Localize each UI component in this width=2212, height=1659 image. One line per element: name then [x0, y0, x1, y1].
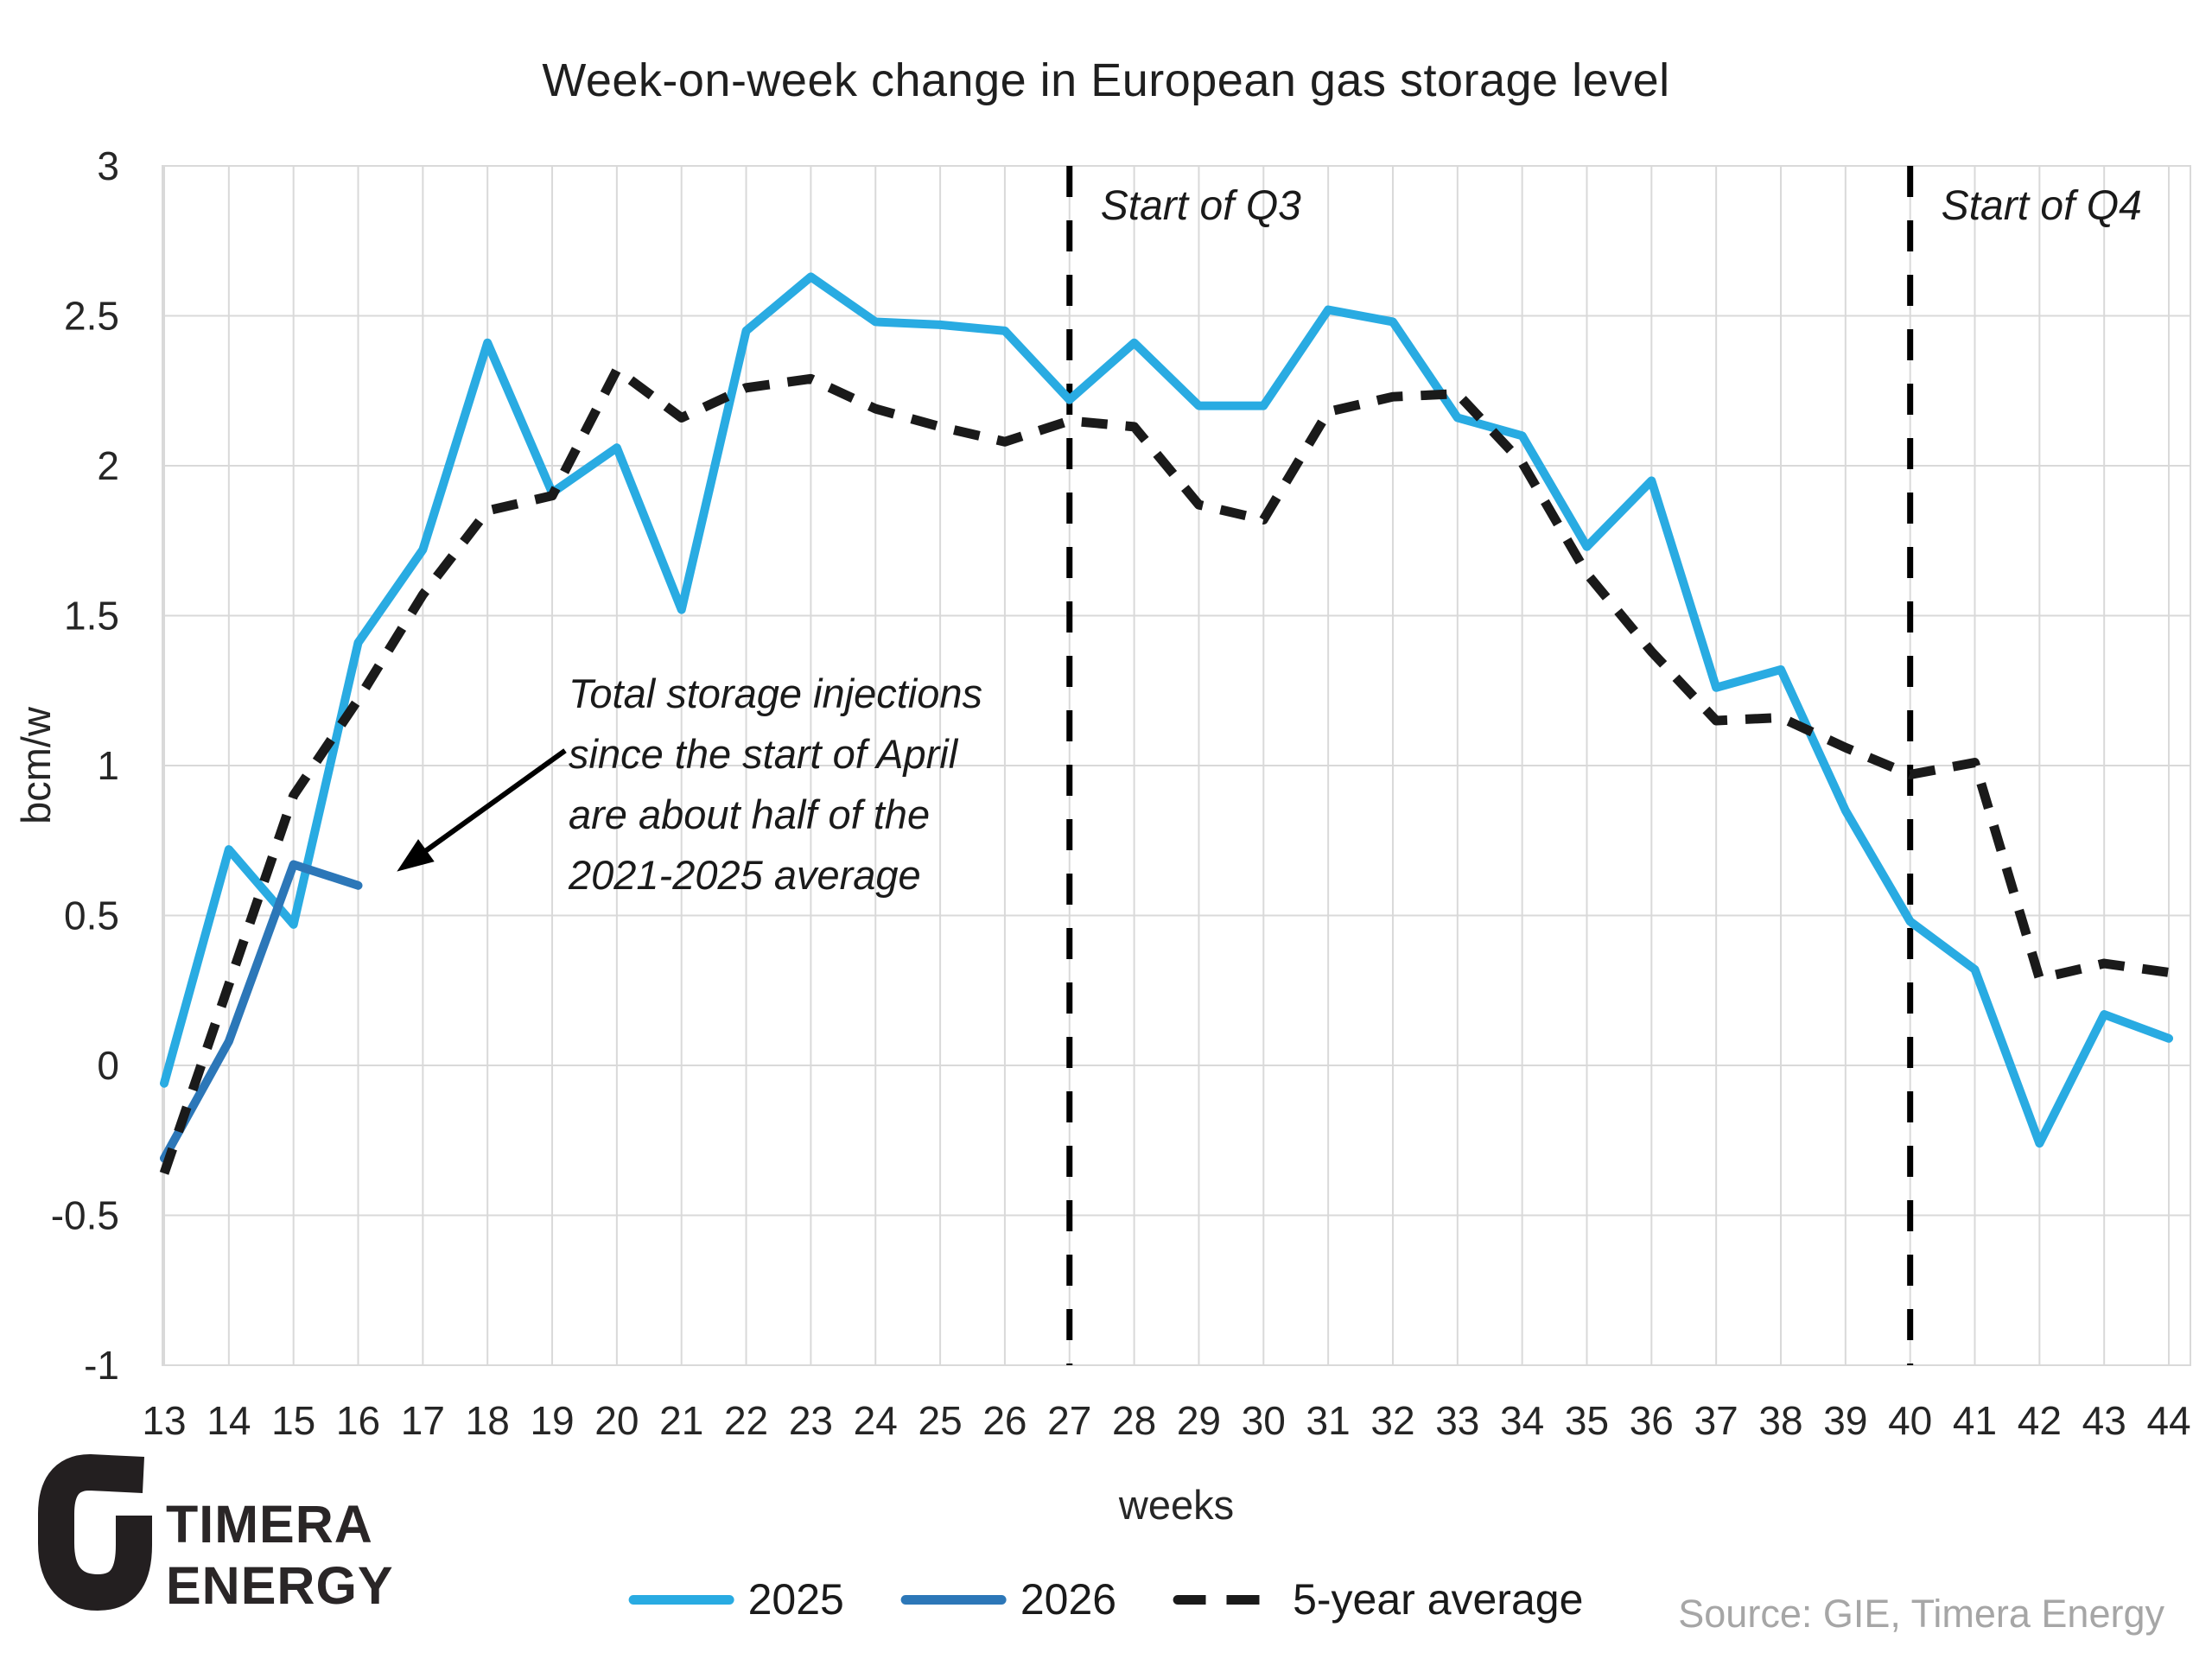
x-axis-tick-label: 43	[2082, 1398, 2126, 1443]
y-axis-tick-label: 1.5	[64, 594, 119, 639]
legend-label-2026: 2026	[1020, 1575, 1117, 1624]
x-axis-tick-label: 31	[1306, 1398, 1351, 1443]
x-axis-tick-label: 34	[1500, 1398, 1544, 1443]
x-axis-tick-label: 44	[2146, 1398, 2190, 1443]
x-axis-tick-label: 13	[142, 1398, 186, 1443]
x-axis-tick-label: 16	[336, 1398, 380, 1443]
timera-energy-logo: TIMERA ENERGY	[36, 1452, 468, 1629]
x-axis-title: weeks	[1118, 1482, 1234, 1528]
x-axis-tick-label: 39	[1823, 1398, 1867, 1443]
legend-item-2025: 2025	[628, 1574, 844, 1624]
series-line-5-year-average	[159, 365, 2170, 1175]
x-axis-tick-label: 14	[207, 1398, 251, 1443]
logo-text-line1: TIMERA	[166, 1495, 373, 1554]
x-axis-tick-label: 22	[724, 1398, 768, 1443]
x-axis-tick-label: 29	[1177, 1398, 1221, 1443]
legend-label-5-year-average: 5-year average	[1293, 1575, 1584, 1624]
x-axis-tick-label: 28	[1112, 1398, 1156, 1443]
y-axis-tick-label: 0.5	[64, 893, 119, 938]
annotation-arrowhead	[397, 839, 435, 872]
series-line-2026	[160, 860, 363, 1163]
x-axis-tick-label: 21	[659, 1398, 703, 1443]
legend-item-2026: 2026	[900, 1574, 1117, 1624]
annotation-arrow-line	[404, 748, 567, 867]
logo-text-line2: ENERGY	[166, 1556, 394, 1615]
annotation-callout: Total storage injections since the start…	[569, 671, 982, 898]
y-axis-tick-label: 3	[97, 143, 119, 188]
x-axis-tick-label: 25	[918, 1398, 962, 1443]
chart-title: Week-on-week change in European gas stor…	[542, 54, 1670, 106]
reference-line-label: Start of Q4	[1942, 183, 2142, 229]
y-axis-tick-label: 0	[97, 1043, 119, 1088]
y-axis-tick-label: -0.5	[51, 1193, 119, 1238]
y-axis-title: bcm/w	[13, 706, 59, 824]
x-axis-tick-label: 17	[401, 1398, 445, 1443]
x-axis-tick-label: 26	[982, 1398, 1027, 1443]
x-axis-tick-label: 15	[271, 1398, 315, 1443]
y-axis-tick-label: 2	[97, 443, 119, 488]
x-axis-tick-label: 37	[1694, 1398, 1738, 1443]
x-axis-tick-label: 27	[1047, 1398, 1091, 1443]
x-axis-tick-label: 36	[1630, 1398, 1674, 1443]
y-axis-tick-label: 2.5	[64, 294, 119, 339]
x-axis-tick-label: 32	[1370, 1398, 1414, 1443]
x-axis-tick-label: 24	[854, 1398, 898, 1443]
source-credit: Source: GIE, Timera Energy	[1678, 1592, 2164, 1636]
x-axis-tick-label: 38	[1758, 1398, 1802, 1443]
legend-item-5-year-average: 5-year average	[1173, 1574, 1583, 1624]
x-axis-tick-label: 30	[1242, 1398, 1286, 1443]
x-axis-tick-label: 19	[530, 1398, 574, 1443]
legend-swatch-2026	[900, 1594, 1007, 1605]
timera-logo-glyph-icon	[38, 1454, 152, 1611]
x-axis-tick-label: 18	[466, 1398, 510, 1443]
x-axis-tick-label: 35	[1565, 1398, 1609, 1443]
x-axis-tick-label: 42	[2018, 1398, 2062, 1443]
reference-line-label: Start of Q3	[1101, 183, 1301, 229]
legend-swatch-5-year-average	[1173, 1594, 1280, 1605]
plot-border	[162, 165, 2191, 1366]
series-line-2025	[160, 272, 2174, 1148]
x-axis-tick-label: 41	[1953, 1398, 1997, 1443]
x-axis-tick-label: 23	[789, 1398, 833, 1443]
x-axis-tick-label: 20	[594, 1398, 639, 1443]
y-axis-tick-label: -1	[84, 1343, 119, 1388]
legend-label-2025: 2025	[747, 1575, 844, 1624]
legend: 2025 2026 5-year average	[628, 1574, 1583, 1624]
legend-swatch-2025	[628, 1594, 734, 1605]
x-axis-tick-label: 40	[1888, 1398, 1932, 1443]
y-axis-tick-label: 1	[97, 743, 119, 788]
x-axis-tick-label: 33	[1435, 1398, 1479, 1443]
